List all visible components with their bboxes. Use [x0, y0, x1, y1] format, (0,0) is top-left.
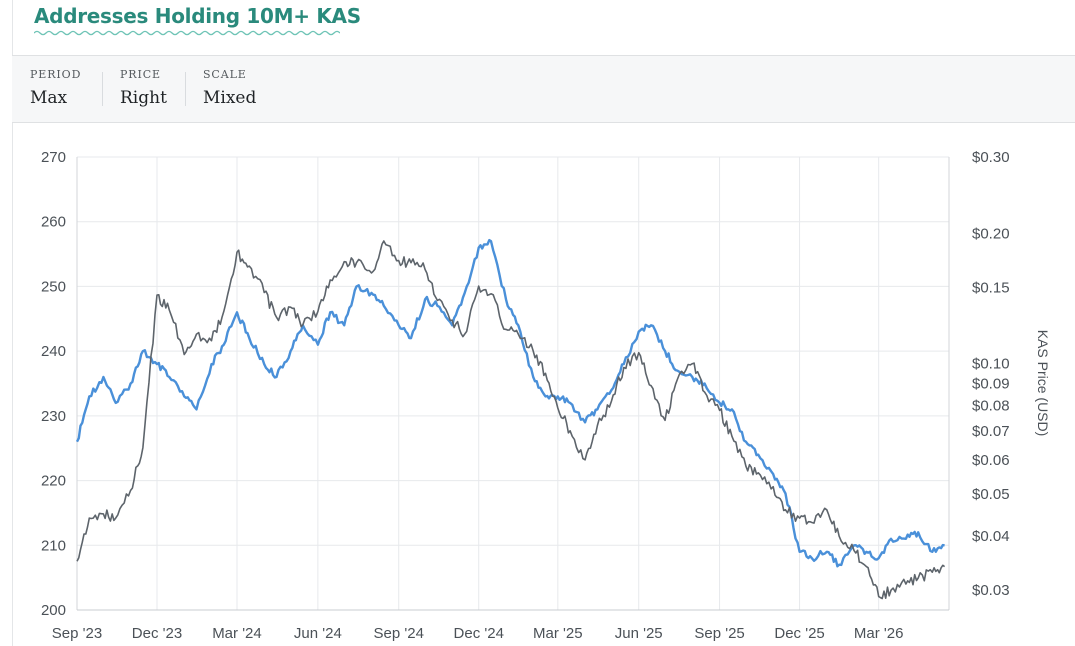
period-control[interactable]: PERIOD Max [30, 68, 81, 110]
x-tick-label: Dec '24 [454, 625, 504, 642]
x-tick-label: Jun '25 [615, 625, 663, 642]
y2-tick-label: $0.10 [972, 356, 1010, 373]
y-tick-label: 270 [41, 149, 66, 166]
scale-value[interactable]: Mixed [203, 88, 257, 108]
price-control[interactable]: PRICE Right [120, 68, 167, 110]
y2-tick-label: $0.09 [972, 376, 1010, 393]
addresses-series-line [75, 238, 945, 568]
y-tick-label: 240 [41, 343, 66, 360]
period-value[interactable]: Max [30, 88, 68, 108]
x-tick-label: Mar '26 [854, 625, 904, 642]
control-divider [102, 72, 103, 106]
scale-label: SCALE [203, 68, 247, 81]
chart-title-block: Addresses Holding 10M+ KAS [34, 4, 361, 37]
x-tick-label: Dec '25 [774, 625, 824, 642]
x-tick-label: Mar '25 [533, 625, 583, 642]
period-label: PERIOD [30, 68, 82, 81]
scale-control[interactable]: SCALE Mixed [203, 68, 256, 110]
y2-tick-label: $0.03 [972, 582, 1010, 599]
y-tick-label: 200 [41, 602, 66, 619]
y-tick-label: 220 [41, 473, 66, 490]
price-value[interactable]: Right [120, 88, 167, 108]
y2-tick-label: $0.04 [972, 528, 1010, 545]
y2-tick-label: $0.20 [972, 225, 1010, 242]
y-tick-label: 260 [41, 214, 66, 231]
y-tick-label: 210 [41, 537, 66, 554]
title-underline [34, 30, 340, 36]
y2-axis-title: KAS Price (USD) [1035, 330, 1051, 437]
left-border [12, 0, 13, 646]
x-tick-label: Jun '24 [294, 625, 342, 642]
y2-tick-label: $0.15 [972, 279, 1010, 296]
y2-tick-label: $0.07 [972, 423, 1010, 440]
y2-tick-label: $0.06 [972, 452, 1010, 469]
price-label: PRICE [120, 68, 161, 81]
y-tick-label: 230 [41, 408, 66, 425]
y2-tick-label: $0.30 [972, 149, 1010, 166]
x-tick-label: Sep '25 [694, 625, 744, 642]
y2-tick-label: $0.05 [972, 486, 1010, 503]
chart-controls-bar: PERIOD Max PRICE Right SCALE Mixed [12, 55, 1075, 123]
x-tick-label: Sep '24 [374, 625, 424, 642]
y2-tick-label: $0.08 [972, 398, 1010, 415]
page-title: Addresses Holding 10M+ KAS [34, 4, 361, 28]
x-tick-label: Mar '24 [212, 625, 262, 642]
x-tick-label: Dec '23 [132, 625, 182, 642]
price-series-line [76, 240, 946, 600]
y-tick-label: 250 [41, 278, 66, 295]
x-tick-label: Sep '23 [52, 625, 102, 642]
control-divider [185, 72, 186, 106]
